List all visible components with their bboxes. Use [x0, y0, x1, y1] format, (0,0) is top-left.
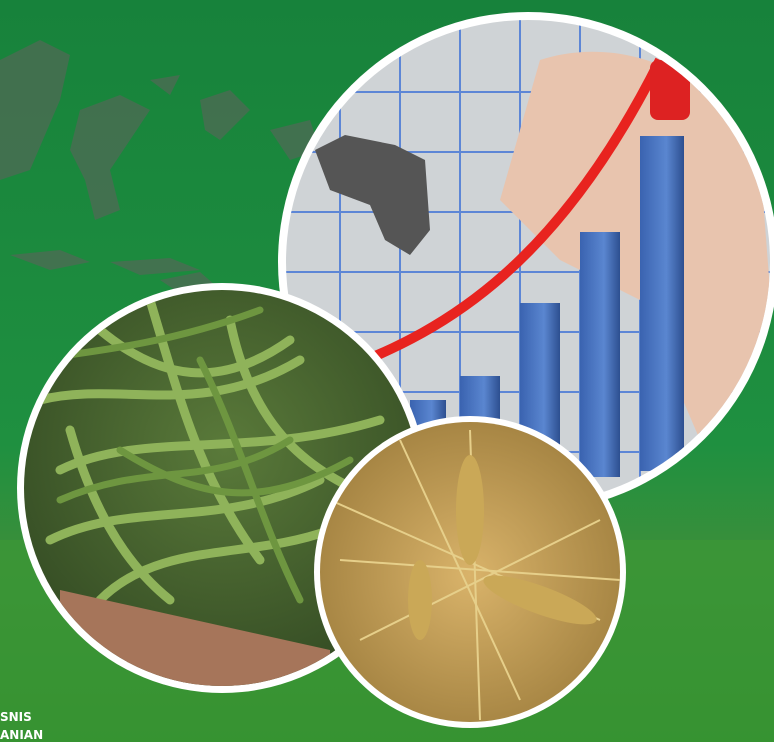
- caption-line: ANIAN: [0, 728, 43, 742]
- caption-line: SNIS: [0, 710, 32, 724]
- chart-photo: [286, 20, 770, 504]
- map-islands: [0, 40, 320, 290]
- wheat-photo: [320, 422, 620, 722]
